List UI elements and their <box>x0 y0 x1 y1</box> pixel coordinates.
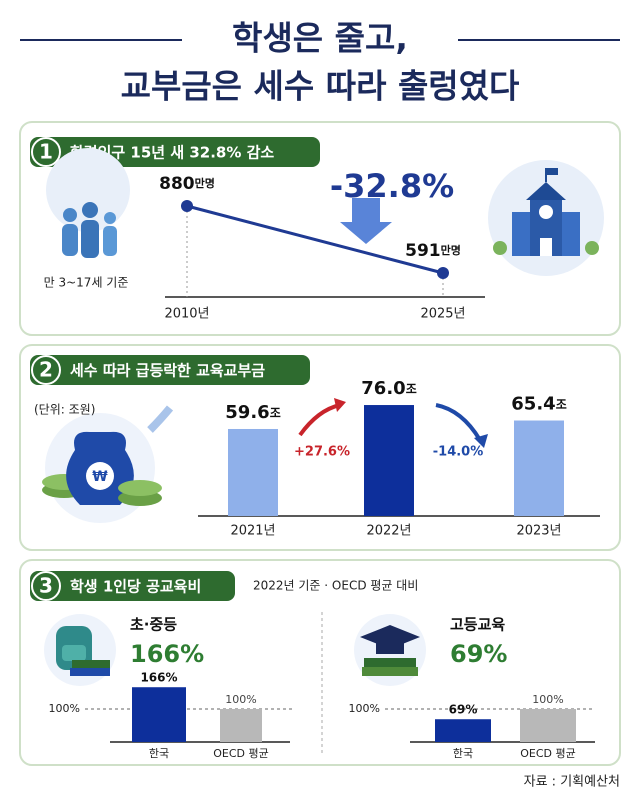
svg-text:₩: ₩ <box>92 469 108 485</box>
title: 교부금은 세수 따라 출렁였다 <box>121 67 520 106</box>
x-tick-label: 한국 <box>453 747 473 760</box>
section-badge <box>31 137 61 167</box>
chart-title: 고등교육 <box>450 616 505 634</box>
headline: 69% <box>450 640 507 668</box>
section-heading: 세수 따라 급등락한 교육교부금 <box>70 362 265 380</box>
value-label: 76.0조 <box>361 378 416 399</box>
x-tick-label: OECD 평균 <box>520 747 576 760</box>
section-box <box>19 344 621 551</box>
value-label: 166% <box>140 671 177 685</box>
value-label: 100% <box>532 693 563 706</box>
bar <box>132 687 186 742</box>
value-label: 880만명 <box>159 174 215 194</box>
increase-arrowhead <box>334 398 346 412</box>
money-icon: ₩ <box>42 405 174 523</box>
unit: 조 <box>556 397 567 411</box>
annotation: -32.8% <box>330 167 454 205</box>
value-label: 65.4조 <box>511 394 566 415</box>
x-tick-label: 2021년 <box>230 524 275 539</box>
title: 학생은 줄고, <box>232 19 408 58</box>
section-header <box>30 571 235 601</box>
bar <box>514 420 564 516</box>
value-label: 591만명 <box>405 241 461 261</box>
x-tick-label: 2025년 <box>420 307 465 322</box>
graduation-icon <box>354 614 426 686</box>
section-number: 3 <box>39 574 53 598</box>
section-heading: 학생 1인당 공교육비 <box>70 578 201 596</box>
line <box>186 204 444 275</box>
unit: 조 <box>406 382 417 396</box>
decrease-arrow <box>435 403 482 442</box>
x-tick-label: 2010년 <box>164 307 209 322</box>
source: 자료 : 기획예산처 <box>524 775 620 790</box>
bar <box>220 709 262 742</box>
section-number: 2 <box>39 358 53 382</box>
bar <box>435 719 491 742</box>
section-note: (단위: 조원) <box>34 403 95 417</box>
decrease-arrowhead <box>474 434 488 448</box>
value-label: 100% <box>225 693 256 706</box>
unit: 만명 <box>195 176 215 190</box>
section-box <box>19 121 621 336</box>
point <box>181 200 193 212</box>
reference-label: 100% <box>349 702 380 715</box>
annotation: -14.0% <box>433 445 484 460</box>
section-heading: 학령인구 15년 새 32.8% 감소 <box>70 144 274 162</box>
value: 880 <box>159 174 195 194</box>
x-tick-label: OECD 평균 <box>213 747 269 760</box>
down-arrow <box>340 198 392 244</box>
x-tick-label: 한국 <box>149 747 169 760</box>
value: 76.0 <box>361 378 405 399</box>
section-header <box>30 355 310 385</box>
bar <box>228 428 278 516</box>
section-number: 1 <box>39 140 53 164</box>
value-label: 69% <box>449 703 478 717</box>
value: 59.6 <box>225 402 269 423</box>
people-icon <box>46 148 130 258</box>
chart-title: 초·중등 <box>130 616 177 634</box>
section-badge <box>31 355 61 385</box>
backpack-icon <box>44 614 116 686</box>
x-tick-label: 2023년 <box>516 524 561 539</box>
headline: 166% <box>130 640 204 668</box>
unit: 조 <box>270 405 281 419</box>
school-icon <box>488 160 604 276</box>
point <box>437 267 449 279</box>
section-badge <box>31 571 61 601</box>
value: 591 <box>405 241 441 261</box>
bar <box>520 709 576 742</box>
bar <box>364 405 414 516</box>
section-note: 만 3~17세 기준 <box>44 276 129 290</box>
x-tick-label: 2022년 <box>366 524 411 539</box>
section-note: 2022년 기준 · OECD 평균 대비 <box>253 579 418 593</box>
value-label: 59.6조 <box>225 402 280 423</box>
unit: 만명 <box>441 243 461 257</box>
reference-label: 100% <box>49 702 80 715</box>
value: 65.4 <box>511 394 555 415</box>
annotation: +27.6% <box>294 445 350 460</box>
